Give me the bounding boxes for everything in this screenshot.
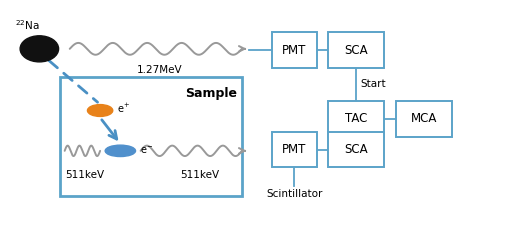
Bar: [328, 32, 384, 68]
Text: Sample: Sample: [185, 87, 237, 100]
Text: Scintillator: Scintillator: [266, 189, 323, 199]
Text: MCA: MCA: [411, 112, 437, 125]
Text: TAC: TAC: [345, 112, 367, 125]
Bar: [272, 132, 317, 168]
Text: e$^{-}$: e$^{-}$: [139, 145, 153, 156]
Text: $^{22}$Na: $^{22}$Na: [15, 18, 40, 32]
Text: Start: Start: [361, 79, 386, 90]
Text: SCA: SCA: [344, 43, 367, 56]
Text: 511keV: 511keV: [181, 170, 220, 180]
Text: PMT: PMT: [282, 43, 307, 56]
Text: PMT: PMT: [282, 143, 307, 156]
Ellipse shape: [105, 145, 135, 156]
Bar: [328, 132, 384, 168]
Circle shape: [88, 105, 113, 116]
Bar: [60, 77, 242, 196]
Text: SCA: SCA: [344, 143, 367, 156]
Bar: [328, 101, 384, 137]
Text: Stop: Stop: [361, 129, 385, 139]
Text: 1.27MeV: 1.27MeV: [137, 66, 182, 75]
Bar: [396, 101, 452, 137]
Text: e$^{+}$: e$^{+}$: [117, 102, 130, 115]
Text: 511keV: 511keV: [65, 170, 104, 180]
Ellipse shape: [20, 36, 59, 62]
Bar: [272, 32, 317, 68]
